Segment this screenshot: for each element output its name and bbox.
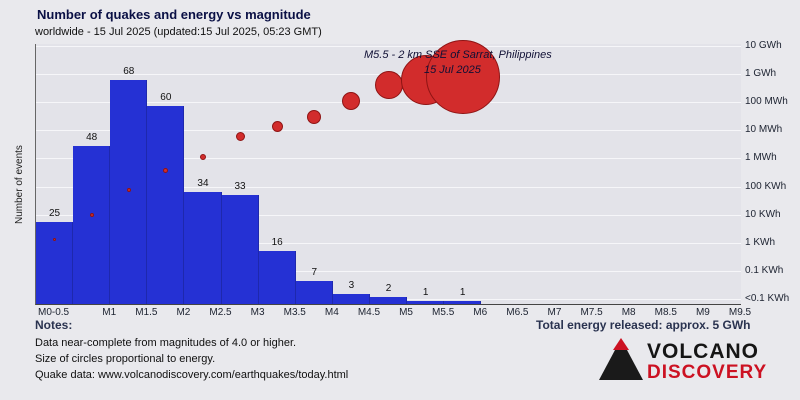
energy-circle: [126, 188, 131, 192]
quake-data-link[interactable]: Quake data: www.volcanodiscovery.com/ear…: [35, 369, 349, 381]
energy-circle: [89, 212, 94, 217]
x-tick-label: M0-0.5: [38, 307, 70, 318]
x-tick-label: M1.5: [135, 307, 158, 318]
right-axis-tick-label: 100 KWh: [745, 180, 787, 192]
bar-value-label: 1: [422, 286, 429, 298]
bar: [258, 251, 296, 304]
bar-value-label: 16: [271, 237, 283, 249]
bar-value-label: 48: [86, 131, 98, 143]
y-axis-label: Number of events: [14, 145, 25, 225]
right-axis-tick-label: 10 MWh: [745, 124, 783, 136]
gridline: [36, 214, 741, 216]
x-tick-label: M9.5: [728, 307, 752, 318]
x-tick-label: M4: [324, 307, 339, 318]
right-axis-tick-label: 1 KWh: [745, 236, 776, 248]
gridline: [36, 158, 741, 160]
bar: [332, 294, 370, 304]
bar: [184, 191, 222, 304]
logo-text: VOLCANO DISCOVERY: [647, 341, 767, 382]
gridline: [36, 270, 741, 272]
bar-value-label: 1: [459, 286, 466, 298]
energy-circle: [163, 167, 169, 173]
plot-area: M5.5 - 2 km SSE of Sarrat, Philippines 1…: [35, 39, 741, 305]
bar: [221, 195, 259, 304]
x-tick-label: M9: [695, 307, 710, 318]
bar: [295, 280, 333, 304]
bar-value-label: 3: [348, 280, 355, 292]
bar: [407, 300, 445, 304]
x-tick-label: M5.5: [432, 307, 455, 318]
energy-circle: [307, 109, 322, 124]
bar-value-label: 25: [48, 207, 61, 219]
right-axis-tick-label: 0.1 KWh: [745, 264, 784, 276]
x-tick-label: M6.5: [506, 307, 529, 318]
right-axis-tick-label: 10 GWh: [745, 40, 782, 51]
gridline: [36, 186, 741, 188]
x-tick-label: M1: [102, 307, 117, 318]
logo-word-volcano: VOLCANO: [647, 340, 759, 364]
x-tick-label: M7: [547, 307, 562, 318]
x-tick-label: M8: [621, 307, 636, 318]
right-axis-tick-label: 100 MWh: [745, 96, 788, 108]
right-axis-tick-label: 1 MWh: [745, 152, 777, 164]
total-energy: Total energy released: approx. 5 GWh: [536, 318, 751, 332]
annotation-quake: M5.5 - 2 km SSE of Sarrat, Philippines: [364, 49, 552, 61]
x-tick-label: M3: [250, 307, 265, 318]
gridline: [36, 102, 741, 104]
bar-value-label: 33: [234, 181, 246, 193]
volcano-icon: [598, 337, 644, 386]
chart-subtitle: worldwide - 15 Jul 2025 (updated:15 Jul …: [35, 26, 322, 38]
x-tick-label: M8.5: [654, 307, 677, 318]
gridline: [36, 46, 741, 47]
x-axis: M0-0.5 M1 M1.5 M2 M2.5 M3 M3.5 M4 M4.5 M5 M5.5 M6 M6…: [35, 307, 755, 321]
energy-circle: [235, 132, 245, 142]
bar-value-label: 68: [123, 65, 135, 77]
right-axis-tick-label: <0.1 KWh: [745, 292, 790, 304]
x-tick-label: M7.5: [580, 307, 603, 318]
bar: [73, 145, 111, 304]
note-circles: Size of circles proportional to energy.: [35, 353, 216, 365]
note-completeness: Data near-complete from magnitudes of 4.…: [35, 337, 297, 349]
energy-circle: [53, 237, 57, 241]
energy-circle: [271, 120, 283, 132]
energy-circle: [425, 39, 500, 114]
energy-circle: [374, 70, 403, 99]
logo-word-discovery: DISCOVERY: [647, 361, 768, 383]
x-tick-label: M6: [473, 307, 488, 318]
right-axis: 10 GWh 1 GWh 100 MWh 10 MWh 1 MWh 100 KWh 10 K…: [745, 40, 799, 306]
bar-value-label: 34: [197, 177, 209, 189]
x-tick-label: M4.5: [357, 307, 381, 318]
bar-value-label: 2: [385, 283, 392, 295]
x-tick-label: M5: [399, 307, 413, 318]
annotation-date: 15 Jul 2025: [424, 64, 481, 76]
bar: [147, 106, 185, 304]
bar: [36, 221, 74, 304]
bar: [369, 297, 408, 304]
energy-circle: [199, 154, 206, 161]
bar-value-label: 7: [311, 266, 318, 278]
x-tick-label: M2.5: [209, 307, 232, 318]
right-axis-tick-label: 10 KWh: [745, 208, 781, 220]
notes-heading: Notes:: [35, 318, 73, 332]
chart-title: Number of quakes and energy vs magnitude: [37, 7, 311, 22]
gridline: [36, 130, 741, 132]
x-tick-label: M3.5: [283, 307, 306, 318]
gridline: [36, 242, 741, 244]
x-tick-label: M2: [176, 307, 191, 318]
right-axis-tick-label: 1 GWh: [745, 68, 777, 80]
bar: [444, 300, 482, 304]
bar-value-label: 60: [160, 92, 172, 103]
energy-circle: [342, 92, 361, 111]
volcanodiscovery-logo[interactable]: VOLCANO DISCOVERY: [598, 337, 767, 386]
